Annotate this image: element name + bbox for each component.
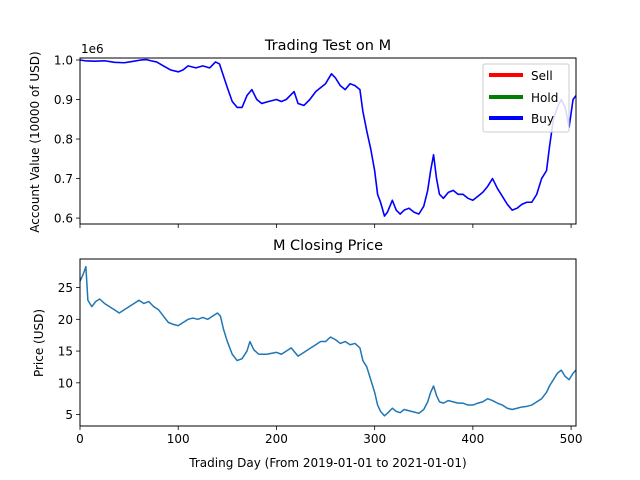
chart-bottom-xtick-label-200: 200 [265, 432, 288, 446]
legend: Sell Hold Buy [482, 63, 570, 133]
legend-label-buy: Buy [531, 112, 554, 126]
chart-bottom-ytick-label-3: 20 [58, 313, 73, 327]
chart-bottom-xtick-label-100: 100 [167, 432, 190, 446]
chart-bottom-frame [79, 258, 577, 427]
chart-top-ytick-label-0: 0.6 [54, 212, 73, 226]
chart-bottom-ytick-label-2: 15 [58, 345, 73, 359]
chart-top-offset-label: 1e6 [81, 42, 104, 56]
chart-bottom-xtick-label-400: 400 [461, 432, 484, 446]
chart-bottom-xlabel: Trading Day (From 2019-01-01 to 2021-01-… [188, 456, 466, 470]
chart-top-title: Trading Test on M [264, 38, 391, 54]
chart-bottom-xtick-label-500: 500 [560, 432, 583, 446]
legend-box [482, 63, 570, 133]
chart-top-frame [79, 57, 577, 225]
chart-bottom-xtick-label-300: 300 [363, 432, 386, 446]
chart-bottom-series-line-0 [79, 265, 577, 417]
legend-label-hold: Hold [531, 91, 558, 105]
chart-top-ytick-label-2: 0.8 [54, 133, 73, 147]
chart-top-ytick-label-3: 0.9 [54, 93, 73, 107]
chart-bottom-ylabel: Price (USD) [32, 309, 46, 377]
chart-top-ytick-label-4: 1.0 [54, 53, 73, 67]
chart-bottom-xtick-label-0: 0 [76, 432, 84, 446]
chart-bottom-ytick-label-4: 25 [58, 281, 73, 295]
legend-label-sell: Sell [531, 69, 553, 83]
chart-top-ylabel: Account Value (10000 of USD) [28, 51, 42, 232]
chart-bottom-title: M Closing Price [273, 238, 383, 254]
chart-bottom-ytick-label-0: 5 [65, 408, 73, 422]
chart-top-ytick-label-1: 0.7 [54, 172, 73, 186]
chart-top: Trading Test on M 1e6 Account Value (100… [28, 38, 577, 233]
chart-top-series-line-0 [79, 58, 577, 217]
chart-bottom: M Closing Price Price (USD) Trading Day … [32, 238, 583, 470]
chart-bottom-ytick-label-1: 10 [58, 376, 73, 390]
